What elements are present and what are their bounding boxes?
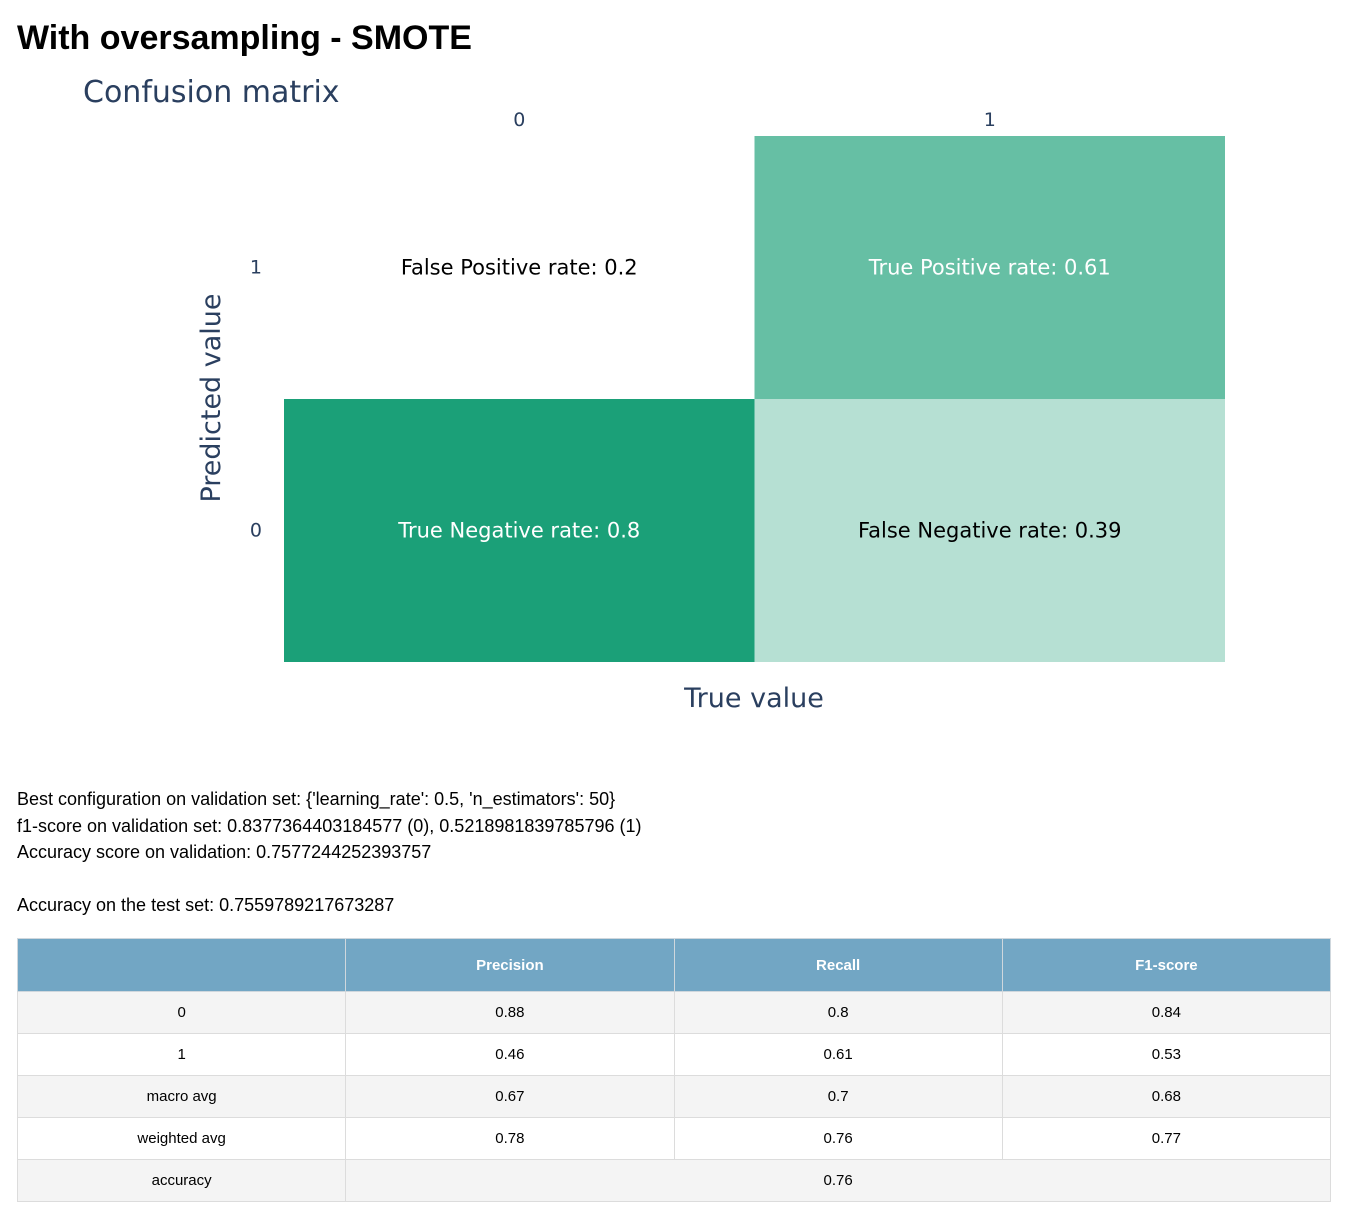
best-config-text: Best configuration on validation set: {'… [17, 789, 616, 809]
row-label: accuracy [16, 1159, 347, 1202]
heatmap-cell [754, 136, 1225, 399]
cell-label: False Positive rate: 0.2 [401, 256, 638, 280]
heatmap-cell [284, 136, 755, 399]
f1-validation-text: f1-score on validation set: 0.8377364403… [17, 815, 642, 836]
header-cell-precision: Precision [345, 938, 675, 992]
y-tick-label: 1 [250, 257, 262, 279]
accuracy-cell: 0.76 [345, 1159, 1331, 1202]
axis-ticks: 0 1 1 0 [250, 109, 996, 542]
header-cell-f1: F1-score [1001, 938, 1332, 992]
row-label: 0 [16, 991, 347, 1034]
cell-label: True Positive rate: 0.61 [868, 256, 1111, 280]
y-tick-label: 0 [250, 520, 262, 542]
heatmap-annotations: False Positive rate: 0.2 True Positive ra… [397, 256, 1121, 543]
classification-report-table: Precision Recall F1-score 0 0.88 0.8 0.8… [16, 938, 1332, 1202]
precision-cell: 0.67 [345, 1075, 675, 1118]
heatmap-cell [284, 399, 755, 662]
table-row: 0 0.88 0.8 0.84 [16, 991, 1332, 1034]
precision-cell: 0.46 [345, 1033, 675, 1076]
row-label: macro avg [16, 1075, 347, 1118]
cell-label: False Negative rate: 0.39 [858, 519, 1121, 543]
table-row: macro avg 0.67 0.7 0.68 [16, 1075, 1332, 1118]
recall-cell: 0.76 [673, 1117, 1003, 1160]
recall-cell: 0.7 [673, 1075, 1003, 1118]
header-cell-label [16, 938, 347, 992]
recall-cell: 0.8 [673, 991, 1003, 1034]
table-row-accuracy: accuracy 0.76 [16, 1159, 1331, 1202]
x-axis-label: True value [683, 683, 824, 714]
chart-title: Confusion matrix [83, 75, 340, 110]
precision-cell: 0.88 [345, 991, 675, 1034]
f1-cell: 0.77 [1001, 1117, 1332, 1160]
x-tick-label: 1 [984, 109, 996, 131]
f1-cell: 0.68 [1001, 1075, 1332, 1118]
x-tick-label: 0 [513, 109, 525, 131]
accuracy-test-text: Accuracy on the test set: 0.755978921767… [17, 895, 395, 915]
page-title: With oversampling - SMOTE [17, 19, 472, 57]
row-label: weighted avg [16, 1117, 347, 1160]
f1-cell: 0.84 [1001, 991, 1332, 1034]
table-row: 1 0.46 0.61 0.53 [16, 1033, 1332, 1076]
recall-cell: 0.61 [673, 1033, 1003, 1076]
header-cell-recall: Recall [673, 938, 1003, 992]
confusion-matrix-chart: False Positive rate: 0.2 True Positive ra… [83, 75, 1225, 714]
table-header-row: Precision Recall F1-score [16, 938, 1332, 992]
f1-cell: 0.53 [1001, 1033, 1332, 1076]
table-row: weighted avg 0.78 0.76 0.77 [16, 1117, 1332, 1160]
accuracy-validation-text: Accuracy score on validation: 0.75772442… [17, 842, 432, 862]
spacer [17, 866, 641, 893]
results-summary: Best configuration on validation set: {'… [17, 786, 641, 919]
heatmap-cells [284, 136, 1225, 662]
heatmap-cell [754, 399, 1225, 662]
row-label: 1 [16, 1033, 347, 1076]
precision-cell: 0.78 [345, 1117, 675, 1160]
y-axis-label: Predicted value [196, 293, 227, 502]
cell-label: True Negative rate: 0.8 [397, 519, 640, 543]
